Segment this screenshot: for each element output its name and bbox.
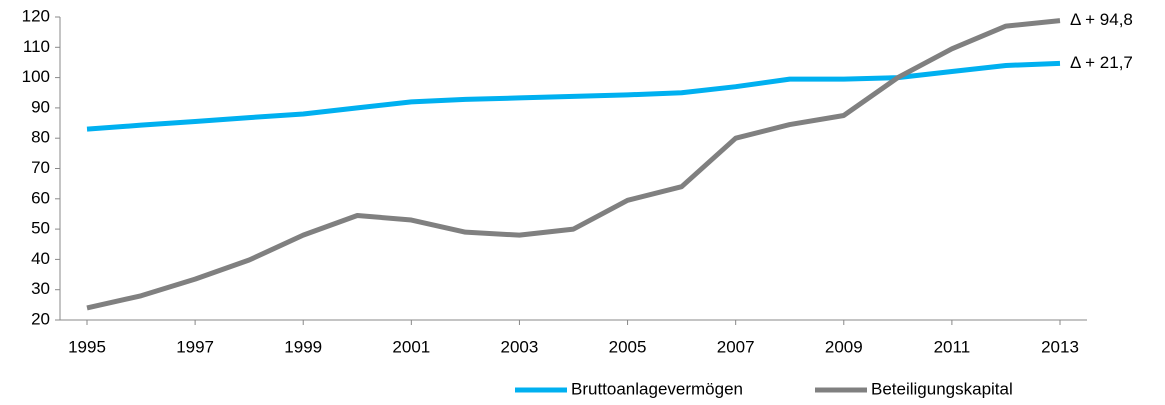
x-tick-label: 2005 [609, 337, 647, 356]
y-tick-label: 40 [31, 249, 50, 268]
x-tick-label: 2001 [392, 337, 430, 356]
legend-label: Beteiligungskapital [871, 379, 1013, 398]
x-tick-label: 2003 [501, 337, 539, 356]
end-label: Δ + 94,8 [1070, 10, 1133, 29]
x-tick-label: 1997 [176, 337, 214, 356]
series-line [86, 60, 1061, 132]
y-tick-label: 30 [31, 279, 50, 298]
y-tick-label: 90 [31, 97, 50, 116]
x-tick-label: 2007 [717, 337, 755, 356]
x-tick-label: 1995 [68, 337, 106, 356]
x-tick-label: 2011 [934, 337, 971, 356]
y-tick-label: 70 [31, 158, 50, 177]
y-tick-label: 100 [22, 67, 50, 86]
y-tick-label: 120 [22, 6, 50, 25]
end-label: Δ + 21,7 [1070, 53, 1133, 72]
legend-label: Bruttoanlagevermögen [571, 379, 743, 398]
y-tick-label: 80 [31, 128, 50, 147]
y-tick-label: 60 [31, 188, 50, 207]
y-tick-label: 50 [31, 219, 50, 238]
series-line [86, 18, 1061, 311]
x-tick-label: 2013 [1041, 337, 1079, 356]
y-tick-label: 20 [31, 309, 50, 328]
y-tick-label: 110 [23, 37, 50, 56]
x-tick-label: 2009 [825, 337, 863, 356]
x-tick-label: 1999 [284, 337, 322, 356]
